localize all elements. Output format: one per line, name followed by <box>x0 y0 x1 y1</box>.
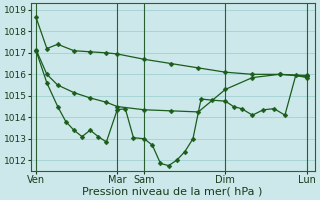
X-axis label: Pression niveau de la mer( hPa ): Pression niveau de la mer( hPa ) <box>83 187 263 197</box>
